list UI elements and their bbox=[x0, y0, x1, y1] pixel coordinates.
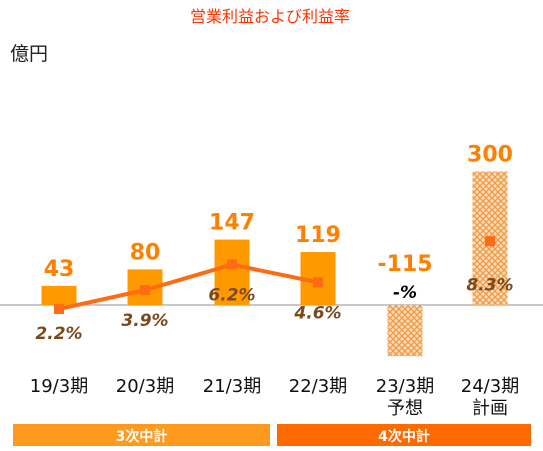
bar bbox=[387, 305, 423, 357]
margin-rate-label: 3.9% bbox=[121, 311, 168, 331]
category-label: 19/3期 bbox=[30, 376, 88, 397]
margin-rate-label: -% bbox=[393, 283, 417, 303]
chart-title: 営業利益および利益率 bbox=[190, 7, 350, 26]
plan-period-bands: 3次中計 4次中計 bbox=[13, 424, 531, 446]
margin-rate-marker bbox=[54, 303, 64, 314]
margin-rate-marker bbox=[485, 236, 495, 247]
margin-rate-line bbox=[58, 262, 319, 311]
margin-rate-marker bbox=[313, 277, 323, 288]
bar-value-labels: 43 80 147 119 -115 300 bbox=[44, 143, 513, 282]
margin-rate-label: 6.2% bbox=[208, 286, 255, 306]
category-label: 24/3期 bbox=[461, 376, 519, 397]
period-band bbox=[13, 424, 270, 446]
margin-rate-series bbox=[54, 236, 495, 314]
bar bbox=[214, 239, 250, 305]
period-band bbox=[277, 424, 531, 446]
period-band-label: 4次中計 bbox=[378, 428, 430, 445]
margin-rate-label: 4.6% bbox=[293, 303, 341, 323]
bar-value-label: 43 bbox=[44, 257, 75, 282]
category-label: 22/3期 bbox=[289, 376, 347, 397]
category-label: 20/3期 bbox=[116, 376, 174, 397]
bar-value-label: -115 bbox=[377, 252, 432, 277]
bar-value-label: 147 bbox=[209, 211, 255, 236]
period-band-label: 3次中計 bbox=[116, 428, 168, 445]
category-label: 21/3期 bbox=[203, 376, 261, 397]
bar-series bbox=[41, 171, 508, 357]
margin-rate-label: 8.3% bbox=[466, 275, 513, 295]
category-label: 23/3期 bbox=[376, 376, 434, 397]
bar-value-label: 300 bbox=[467, 143, 513, 168]
bar bbox=[41, 285, 77, 305]
margin-rate-marker bbox=[227, 259, 237, 270]
margin-rate-marker bbox=[140, 285, 150, 296]
bar-value-label: 119 bbox=[295, 223, 341, 248]
bar-value-label: 80 bbox=[130, 240, 161, 265]
margin-rate-labels: 2.2% 3.9% 6.2% 4.6% -% 8.3% bbox=[35, 275, 513, 344]
category-sublabel: 計画 bbox=[472, 398, 508, 419]
category-sublabel: 予想 bbox=[387, 398, 423, 419]
margin-rate-label: 2.2% bbox=[35, 324, 82, 344]
y-unit-label: 億円 bbox=[10, 43, 48, 65]
